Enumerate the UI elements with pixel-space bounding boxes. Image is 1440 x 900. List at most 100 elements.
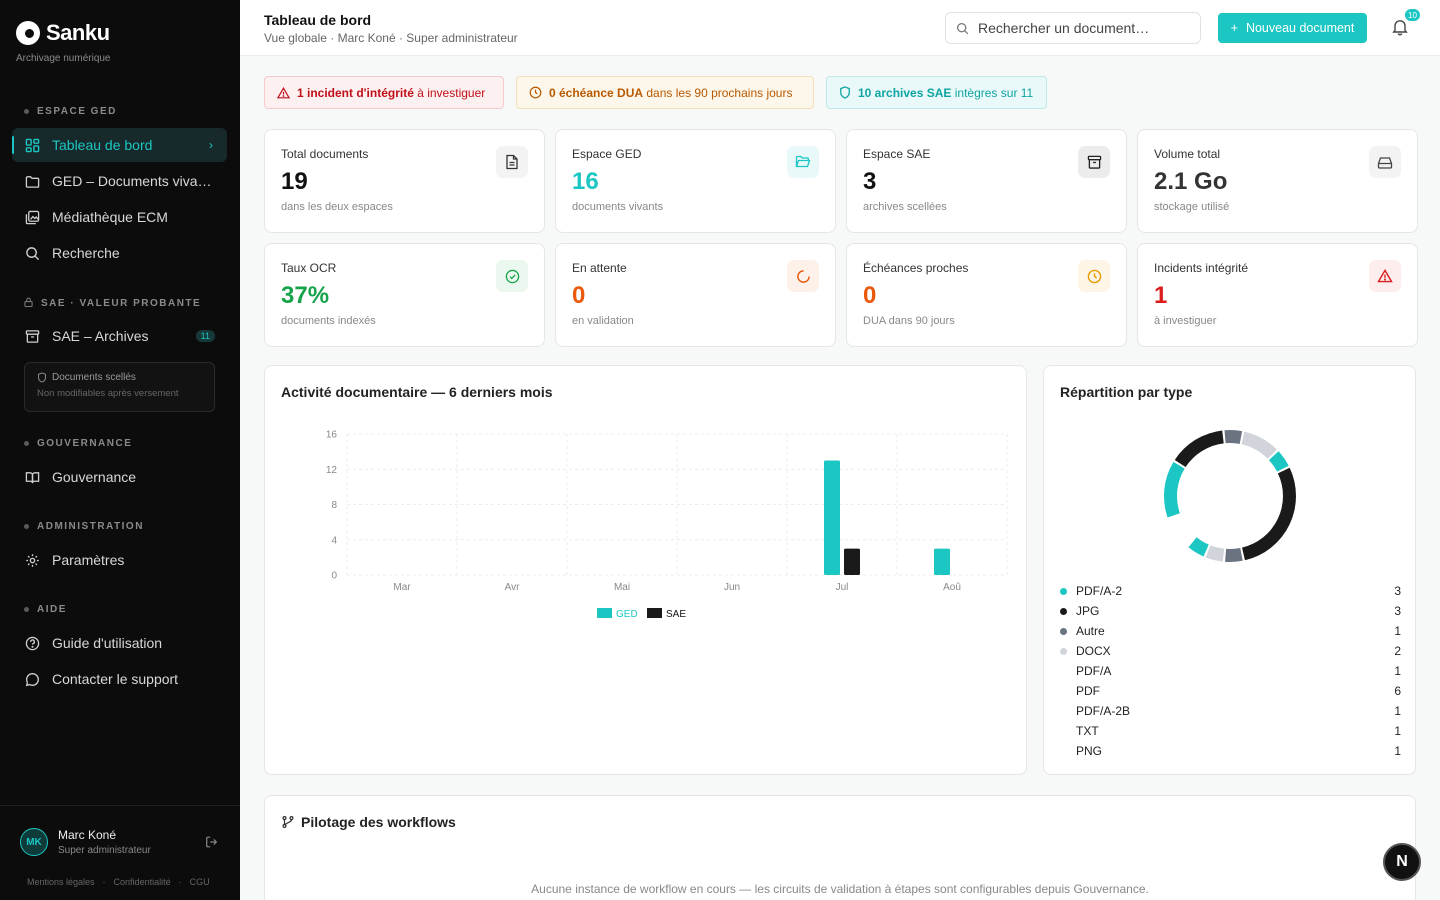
- y-tick-label: 4: [331, 535, 337, 546]
- donut-slice[interactable]: [1242, 467, 1296, 561]
- donut-slice[interactable]: [1224, 430, 1243, 444]
- logout-icon[interactable]: [205, 835, 219, 854]
- search-box[interactable]: [945, 12, 1201, 44]
- kpi-volume-total[interactable]: Volume total 2.1 Go stockage utilisé: [1137, 129, 1418, 233]
- kpi-taux-ocr[interactable]: Taux OCR 37% documents indexés: [264, 243, 545, 347]
- bar-ged[interactable]: [824, 460, 840, 575]
- x-tick-label: Mai: [614, 582, 630, 593]
- sidebar-item-mediatheque[interactable]: Médiathèque ECM: [12, 200, 227, 234]
- sidebar-item-recherche[interactable]: Recherche: [12, 236, 227, 270]
- archive-count-badge: 11: [195, 330, 215, 342]
- type-legend-row: JPG 3: [1060, 601, 1401, 621]
- alert-integrity[interactable]: 1 incident d'intégrité à investiguer: [264, 76, 504, 109]
- sidebar-item-dashboard[interactable]: Tableau de bord ›: [12, 128, 227, 162]
- help-icon: [24, 635, 40, 651]
- donut-slice[interactable]: [1205, 545, 1225, 562]
- legend-dot: [1060, 607, 1067, 615]
- section-dot-icon: [24, 607, 29, 612]
- warning-icon: [1369, 260, 1401, 292]
- page-title: Tableau de bord: [264, 12, 372, 28]
- alert-rest: dans les 90 prochains jours: [643, 85, 793, 100]
- brand[interactable]: Sanku: [16, 20, 110, 46]
- sidebar-item-ged[interactable]: GED – Documents vivants: [12, 164, 227, 198]
- bar-sae[interactable]: [844, 548, 860, 575]
- sidebar-item-parametres[interactable]: Paramètres: [12, 543, 227, 577]
- footer-links: Mentions légales · Confidentialité · CGU: [27, 877, 210, 887]
- sealed-title-row: Documents scellés: [37, 372, 202, 383]
- kpi-incidents[interactable]: Incidents intégrité 1 à investiguer: [1137, 243, 1418, 347]
- section-aide: AIDE: [24, 604, 67, 615]
- legend-label[interactable]: GED: [616, 609, 638, 620]
- sealed-title: Documents scellés: [52, 372, 136, 383]
- donut-slice[interactable]: [1188, 537, 1209, 557]
- kpi-label: En attente: [572, 261, 627, 275]
- legend-dot: [1060, 647, 1067, 655]
- book-icon: [24, 469, 40, 485]
- kpi-label: Échéances proches: [863, 261, 969, 275]
- type-count: 3: [1394, 604, 1401, 618]
- activity-panel: Activité documentaire — 6 derniers mois …: [264, 365, 1027, 775]
- chat-icon: [24, 671, 40, 687]
- section-label: ADMINISTRATION: [37, 521, 144, 532]
- kpi-total-documents[interactable]: Total documents 19 dans les deux espaces: [264, 129, 545, 233]
- kpi-sub: stockage utilisé: [1154, 201, 1230, 213]
- shield-icon: [38, 372, 46, 383]
- section-gouvernance: GOUVERNANCE: [24, 438, 132, 449]
- type-donut-chart: [1164, 430, 1296, 562]
- sidebar-item-guide[interactable]: Guide d'utilisation: [12, 626, 227, 660]
- sidebar-item-sae-archives[interactable]: SAE – Archives 11: [12, 319, 227, 353]
- bar-chart-svg: 0 4 8 12 16 Mar Avr Mai Jun Jul Aoû GED SAE: [326, 430, 1008, 620]
- donut-slice[interactable]: [1174, 430, 1224, 468]
- y-tick-label: 12: [326, 465, 338, 476]
- bar-ged[interactable]: [934, 548, 950, 575]
- x-tick-label: Avr: [505, 582, 520, 593]
- folder-open-icon: [787, 146, 819, 178]
- hard-drive-icon: [1369, 146, 1401, 178]
- avatar[interactable]: MK: [20, 828, 48, 856]
- footer-link-privacy[interactable]: Confidentialité: [113, 877, 171, 887]
- bell-icon[interactable]: [1392, 18, 1410, 38]
- footer-link-legal[interactable]: Mentions légales: [27, 877, 95, 887]
- activity-title: Activité documentaire — 6 derniers mois: [281, 384, 553, 400]
- x-tick-label: Mar: [393, 582, 411, 593]
- notification-badge: 10: [1404, 8, 1421, 22]
- next-dev-badge[interactable]: N: [1383, 843, 1421, 881]
- section-dot-icon: [24, 441, 29, 446]
- search-input[interactable]: [978, 20, 1188, 36]
- chevron-right-icon: ›: [209, 138, 213, 152]
- footer-link-cgu[interactable]: CGU: [189, 877, 210, 887]
- kpi-value: 19: [281, 168, 308, 195]
- sidebar-item-label: Gouvernance: [52, 469, 137, 485]
- loader-icon: [787, 260, 819, 292]
- donut-slice[interactable]: [1225, 548, 1243, 562]
- kpi-sub: documents vivants: [572, 201, 664, 213]
- legend-dot: [1060, 708, 1067, 715]
- type-count: 6: [1394, 684, 1401, 698]
- alert-dua[interactable]: 0 échéance DUA dans les 90 prochains jou…: [516, 76, 814, 109]
- sidebar-item-gouvernance[interactable]: Gouvernance: [12, 460, 227, 494]
- type-label: PNG: [1076, 744, 1103, 758]
- sidebar-item-support[interactable]: Contacter le support: [12, 662, 227, 696]
- donut-slice[interactable]: [1241, 431, 1277, 459]
- kpi-espace-ged[interactable]: Espace GED 16 documents vivants: [555, 129, 836, 233]
- donut-slice[interactable]: [1268, 451, 1289, 472]
- sidebar-item-label: Recherche: [52, 245, 120, 261]
- kpi-en-attente[interactable]: En attente 0 en validation: [555, 243, 836, 347]
- user-name: Marc Koné: [58, 828, 117, 842]
- warning-icon: [277, 86, 290, 98]
- kpi-espace-sae[interactable]: Espace SAE 3 archives scellées: [846, 129, 1127, 233]
- sealed-subtitle: Non modifiables après versement: [37, 388, 179, 399]
- type-label: TXT: [1076, 724, 1099, 738]
- kpi-sub: à investiguer: [1154, 315, 1217, 327]
- alert-sae[interactable]: 10 archives SAE intègres sur 11: [826, 76, 1047, 109]
- type-label: PDF: [1076, 684, 1100, 698]
- kpi-echeances[interactable]: Échéances proches 0 DUA dans 90 jours: [846, 243, 1127, 347]
- y-tick-label: 8: [331, 500, 337, 511]
- legend-label[interactable]: SAE: [666, 609, 686, 620]
- distribution-panel: Répartition par type PDF/A-2 3 JPG 3 Autre 1 D…: [1043, 365, 1416, 775]
- donut-slice[interactable]: [1164, 461, 1185, 518]
- archive-icon: [24, 328, 40, 344]
- search-icon: [956, 22, 969, 34]
- document-icon: [496, 146, 528, 178]
- new-document-button[interactable]: + Nouveau document: [1218, 13, 1367, 43]
